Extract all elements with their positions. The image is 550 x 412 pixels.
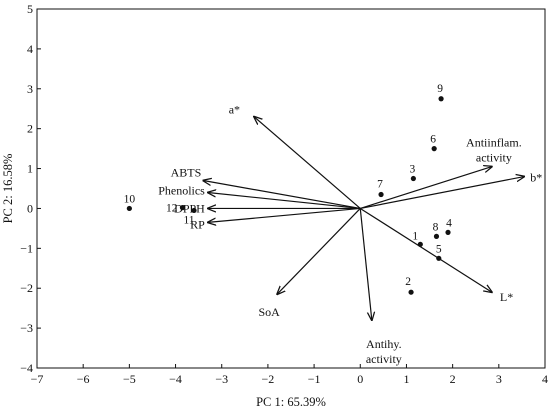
point-label: 10 — [124, 193, 136, 205]
score-point — [431, 146, 437, 152]
x-tick-label: −4 — [169, 372, 182, 386]
score-point — [126, 205, 132, 212]
y-axis-label: PC 2: 16.58% — [1, 154, 15, 224]
y-tick-label: −3 — [20, 321, 33, 335]
y-tick-label: 0 — [27, 201, 33, 215]
x-tick-label: −7 — [31, 372, 44, 386]
score-point — [433, 233, 440, 239]
score-point — [378, 191, 384, 198]
loading-arrow — [254, 117, 361, 209]
loading-vectors: a*ABTSPhenolicsDPPHRPSoAAntihy.activityL… — [158, 103, 542, 366]
point-label: 11 — [183, 214, 194, 226]
loading-arrow — [208, 207, 361, 222]
x-tick-label: −2 — [262, 372, 275, 386]
point-label: 5 — [436, 243, 442, 255]
point-label: 7 — [377, 178, 383, 190]
vector-label: ABTS — [171, 166, 202, 180]
vector-label: a* — [229, 103, 240, 117]
loading-arrow — [203, 181, 361, 210]
score-point — [438, 96, 444, 102]
point-label: 8 — [433, 221, 439, 233]
x-tick-label: −1 — [308, 372, 321, 386]
vector-label: SoA — [258, 305, 280, 319]
score-point — [436, 255, 442, 261]
x-axis-label: PC 1: 65.39% — [256, 395, 326, 409]
point-label: 12 — [166, 203, 178, 215]
y-tick-label: 3 — [27, 82, 33, 96]
loading-arrow — [360, 167, 492, 210]
loading-arrow — [360, 177, 524, 210]
y-tick-label: 1 — [27, 162, 33, 176]
y-tick-label: −1 — [20, 241, 33, 255]
y-tick-label: 4 — [27, 42, 33, 56]
plot-frame — [36, 8, 546, 369]
vector-label: Antihy. — [366, 337, 402, 351]
score-point — [445, 229, 451, 235]
loading-arrow — [359, 208, 372, 320]
point-label: 4 — [446, 217, 452, 229]
score-point — [191, 207, 197, 214]
y-tick-label: −4 — [20, 361, 33, 375]
loading-arrow — [208, 192, 361, 210]
vector-label: Antiinflam. — [466, 136, 522, 150]
vector-label: L* — [500, 290, 513, 304]
loading-arrow — [359, 207, 492, 292]
score-point — [408, 289, 414, 295]
point-label: 1 — [412, 230, 418, 242]
vector-label: DPPH — [174, 201, 205, 215]
vector-label-line2: activity — [366, 352, 402, 366]
point-label: 6 — [430, 134, 436, 146]
y-tick-label: 2 — [27, 122, 33, 136]
point-label: 2 — [405, 276, 411, 288]
x-tick-label: 4 — [542, 372, 548, 386]
score-point — [179, 205, 186, 211]
point-label: 3 — [410, 164, 416, 176]
vector-label: RP — [190, 217, 205, 231]
x-tick-label: −3 — [215, 372, 228, 386]
vector-label-line2: activity — [476, 151, 512, 165]
x-tick-label: 2 — [450, 372, 456, 386]
x-tick-label: 3 — [496, 372, 502, 386]
point-label: 9 — [437, 83, 443, 95]
x-tick-label: 1 — [403, 372, 409, 386]
loading-arrow — [277, 208, 361, 294]
y-tick-label: 5 — [27, 2, 33, 16]
score-point — [410, 175, 416, 182]
score-point — [417, 241, 423, 247]
vector-label: b* — [530, 171, 542, 185]
x-tick-label: −6 — [77, 372, 90, 386]
y-tick-label: −2 — [20, 281, 33, 295]
vector-label: Phenolics — [158, 183, 205, 197]
x-tick-label: −5 — [123, 372, 136, 386]
x-tick-label: 0 — [357, 372, 363, 386]
